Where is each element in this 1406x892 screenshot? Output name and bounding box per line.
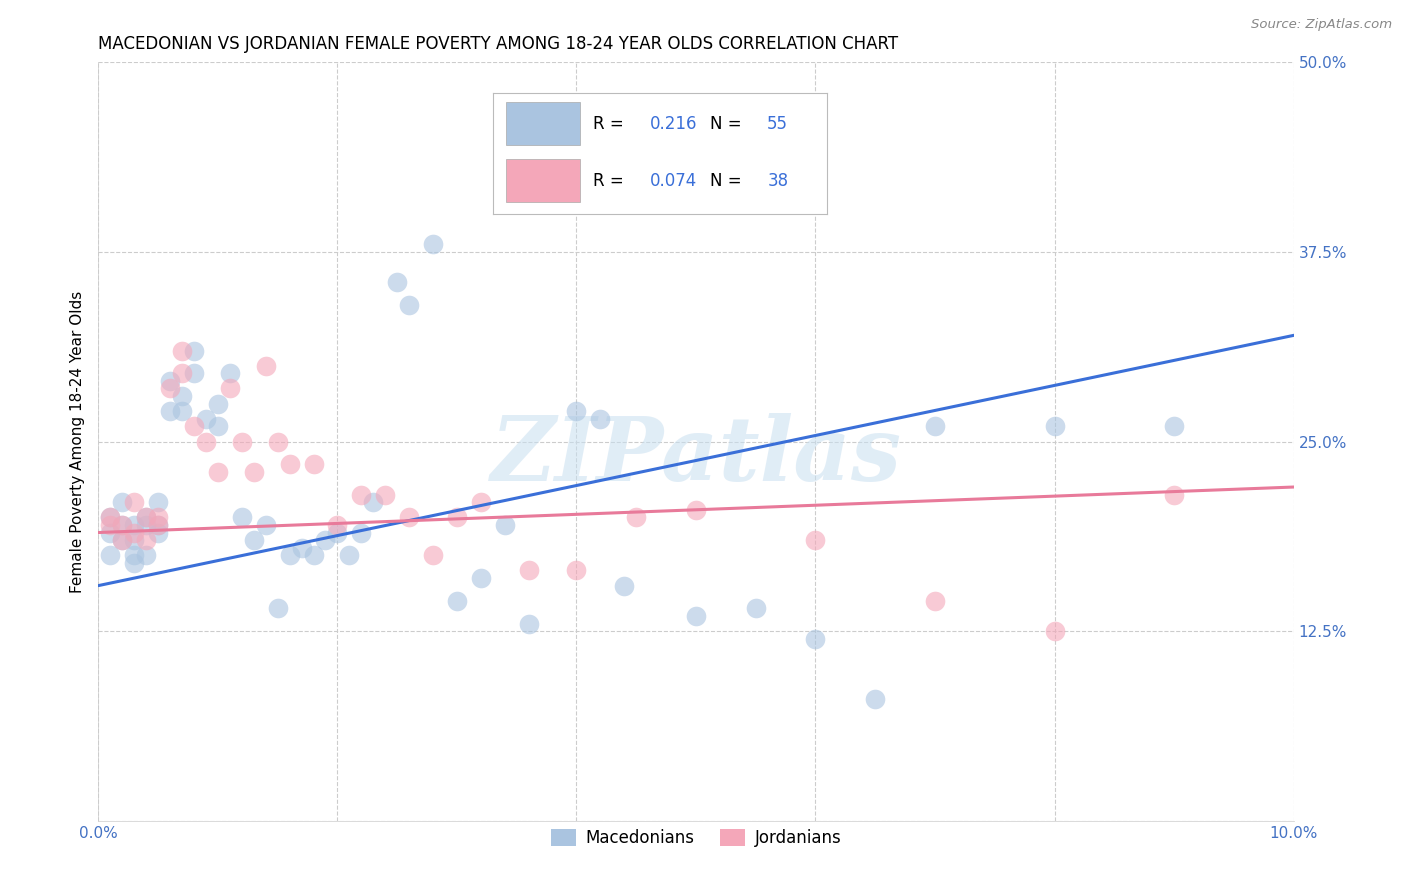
Point (470, 495, 492, 509)
Point (350, 487, 373, 501)
Point (172, 404, 194, 418)
Point (804, 533, 827, 548)
Point (135, 510, 157, 524)
Point (135, 533, 157, 548)
Y-axis label: Female Poverty Among 18-24 Year Olds: Female Poverty Among 18-24 Year Olds (69, 291, 84, 592)
Point (111, 533, 134, 548)
Point (745, 601, 768, 615)
Point (267, 601, 290, 615)
Point (195, 412, 218, 426)
Point (565, 404, 588, 418)
Point (124, 533, 146, 548)
Text: MACEDONIAN VS JORDANIAN FEMALE POVERTY AMONG 18-24 YEAR OLDS CORRELATION CHART: MACEDONIAN VS JORDANIAN FEMALE POVERTY A… (98, 35, 898, 53)
Point (183, 419, 205, 434)
Point (254, 359, 277, 373)
Point (207, 465, 229, 479)
Point (374, 487, 396, 501)
Point (315, 533, 337, 548)
Point (159, 382, 181, 396)
Point (291, 541, 314, 555)
Point (148, 517, 170, 532)
Point (865, 692, 887, 706)
Point (1043, 419, 1066, 434)
Point (517, 616, 540, 631)
Point (398, 510, 420, 524)
Point (98, 510, 122, 524)
Point (98, 510, 122, 524)
Point (565, 564, 588, 578)
Point (148, 495, 170, 509)
Point (1163, 487, 1185, 501)
Point (207, 396, 229, 410)
Point (350, 525, 373, 540)
Point (685, 608, 707, 623)
Point (278, 548, 301, 563)
Point (589, 412, 612, 426)
Point (207, 419, 229, 434)
Point (924, 419, 946, 434)
Point (172, 366, 194, 380)
Point (326, 517, 349, 532)
Point (243, 465, 266, 479)
Point (124, 556, 146, 570)
Point (1163, 419, 1185, 434)
Point (804, 632, 827, 646)
Point (111, 517, 134, 532)
Point (302, 548, 325, 563)
Point (278, 458, 301, 472)
Point (172, 389, 194, 403)
Point (195, 434, 218, 449)
Text: ZIPatlas: ZIPatlas (491, 414, 901, 500)
Point (613, 579, 636, 593)
Point (98, 548, 122, 563)
Point (219, 366, 242, 380)
Point (231, 434, 253, 449)
Point (135, 510, 157, 524)
Point (470, 571, 492, 585)
Point (111, 517, 134, 532)
Point (111, 495, 134, 509)
Point (111, 533, 134, 548)
Point (124, 548, 146, 563)
Point (446, 510, 468, 524)
Legend: Macedonians, Jordanians: Macedonians, Jordanians (544, 822, 848, 854)
Point (124, 517, 146, 532)
Point (124, 525, 146, 540)
Point (254, 517, 277, 532)
Point (183, 366, 205, 380)
Point (98, 517, 122, 532)
Text: Source: ZipAtlas.com: Source: ZipAtlas.com (1251, 18, 1392, 31)
Point (685, 503, 707, 517)
Point (159, 374, 181, 388)
Point (243, 533, 266, 548)
Point (219, 382, 242, 396)
Point (148, 517, 170, 532)
Point (446, 594, 468, 608)
Point (98, 525, 122, 540)
Point (148, 510, 170, 524)
Point (398, 298, 420, 312)
Point (422, 548, 444, 563)
Point (422, 237, 444, 252)
Point (494, 517, 516, 532)
Point (159, 404, 181, 418)
Point (1043, 624, 1066, 639)
Point (626, 510, 648, 524)
Point (231, 510, 253, 524)
Point (385, 275, 409, 289)
Point (135, 548, 157, 563)
Point (517, 564, 540, 578)
Point (302, 458, 325, 472)
Point (124, 495, 146, 509)
Point (172, 343, 194, 358)
Point (339, 548, 361, 563)
Point (135, 517, 157, 532)
Point (924, 594, 946, 608)
Point (148, 525, 170, 540)
Point (183, 343, 205, 358)
Point (267, 434, 290, 449)
Point (326, 525, 349, 540)
Point (363, 495, 385, 509)
